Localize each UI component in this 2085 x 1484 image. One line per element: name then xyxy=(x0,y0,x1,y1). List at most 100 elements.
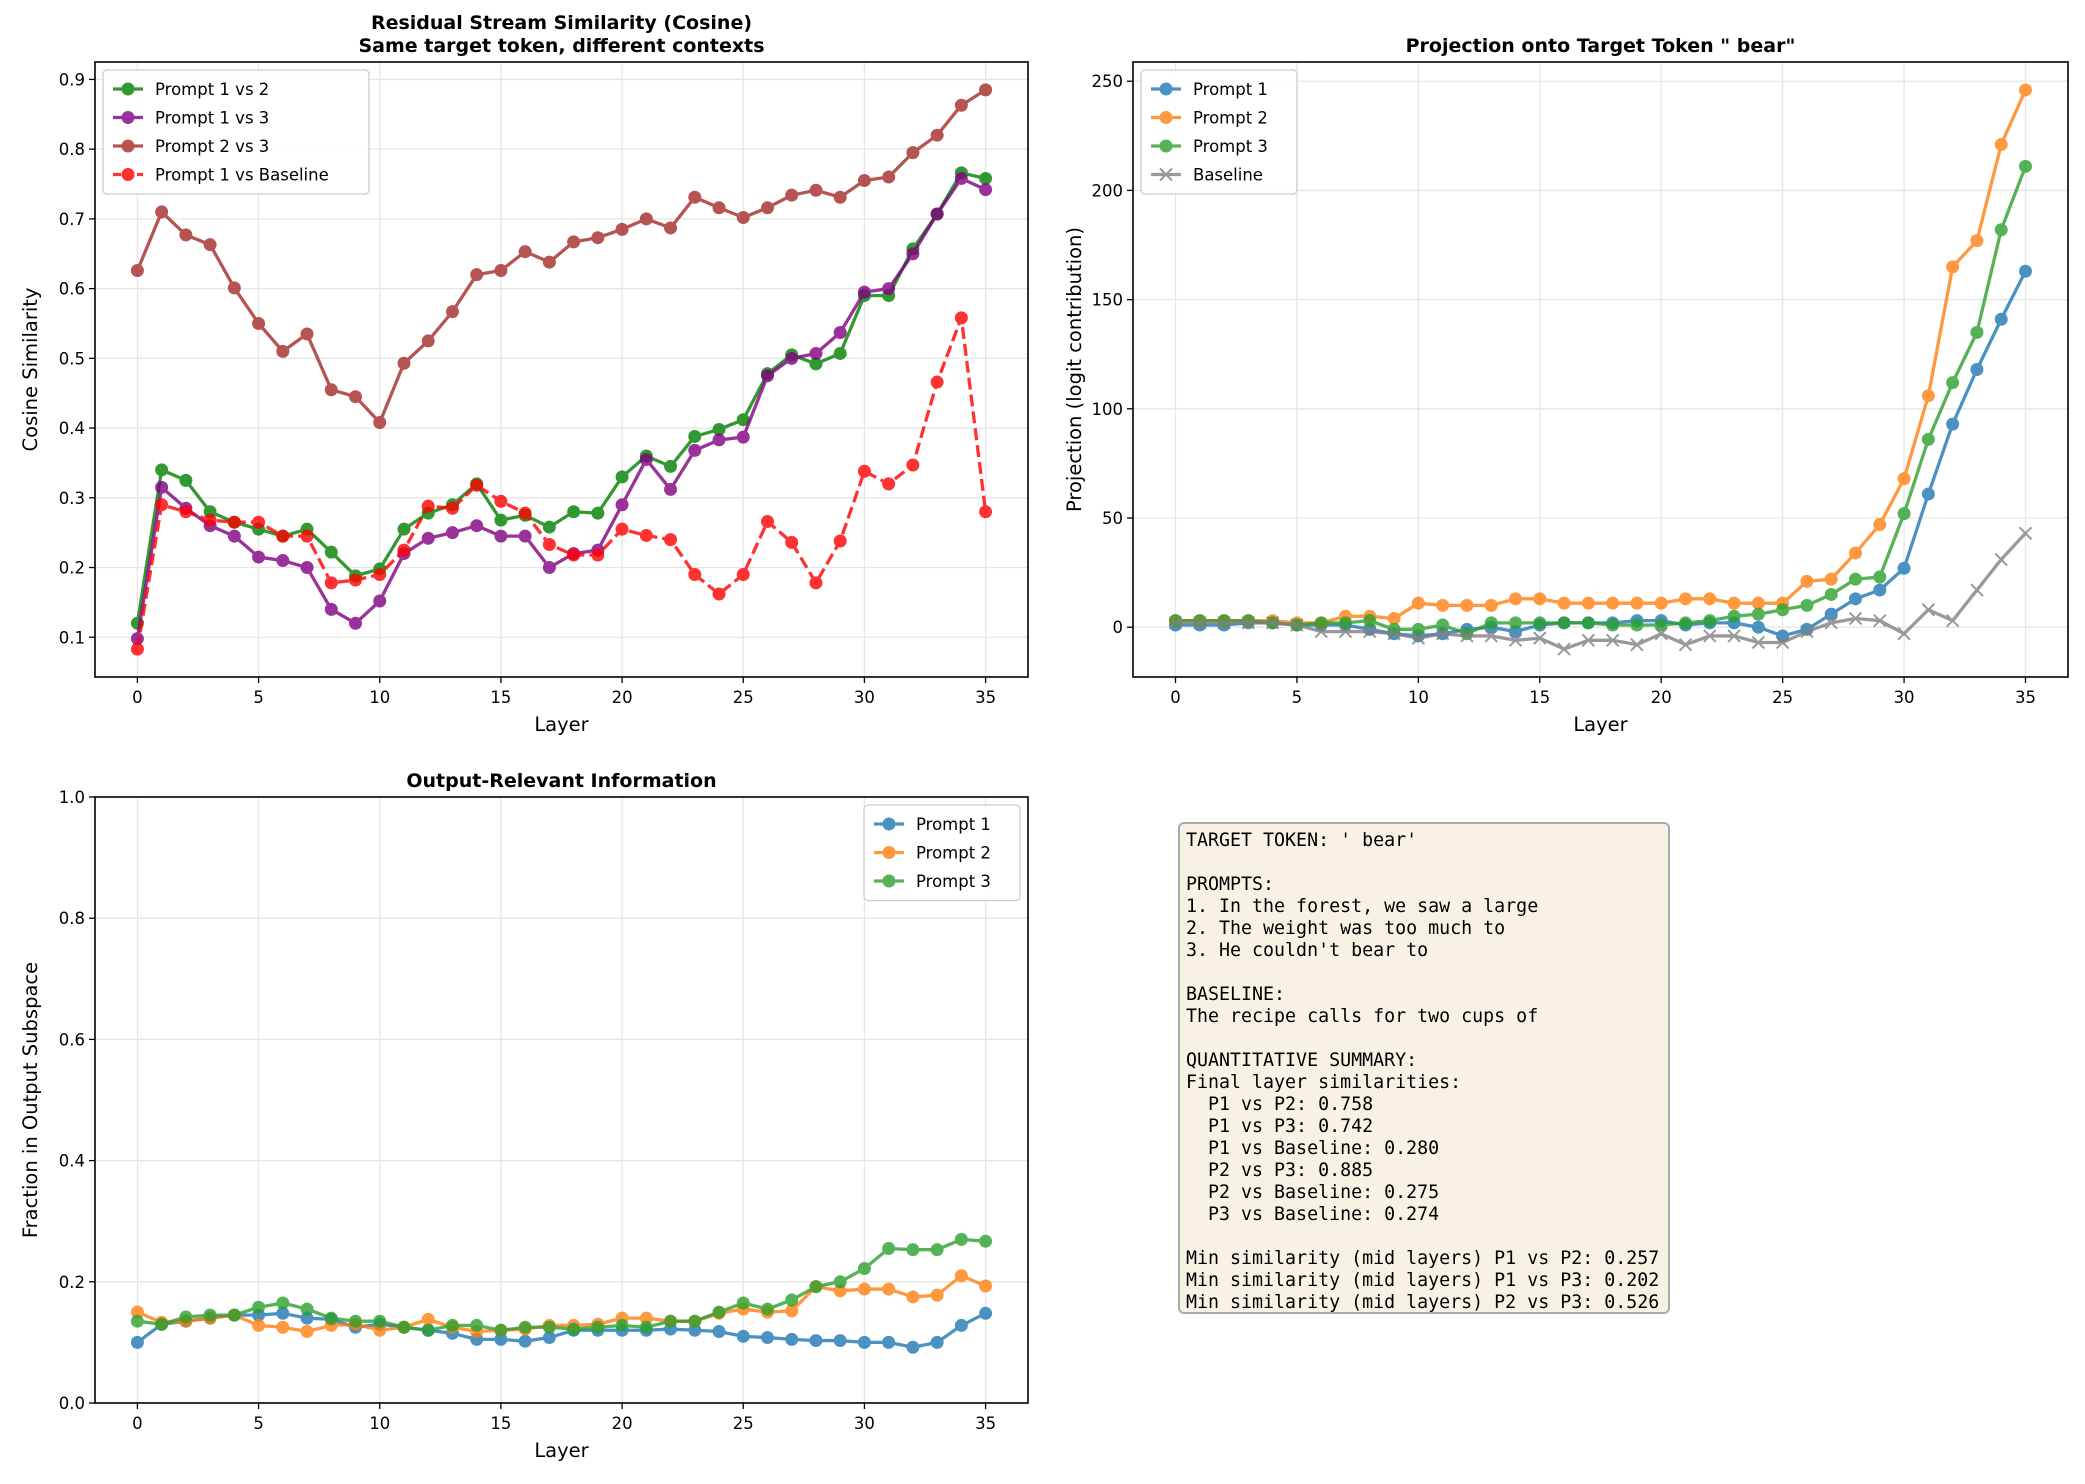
marker-x xyxy=(1387,627,1401,641)
data-point xyxy=(979,83,993,97)
data-point xyxy=(1460,598,1474,612)
data-point xyxy=(518,1320,532,1334)
data-point xyxy=(688,443,702,457)
x-tick-label: 25 xyxy=(1772,688,1793,707)
data-point xyxy=(1411,622,1425,636)
data-point xyxy=(203,238,217,252)
data-point xyxy=(1169,614,1182,628)
data-point xyxy=(300,561,314,575)
y-tick-label: 100 xyxy=(1092,400,1124,419)
data-point xyxy=(1994,312,2008,326)
marker-x xyxy=(2018,526,2033,541)
marker-x xyxy=(1848,611,1863,626)
data-point xyxy=(1363,614,1377,628)
summary-line: P3 vs Baseline: 0.274 xyxy=(1186,1204,1440,1225)
data-point xyxy=(130,1335,144,1349)
data-point xyxy=(276,554,290,568)
data-point xyxy=(833,346,847,360)
legend-swatch xyxy=(874,846,904,859)
data-point xyxy=(567,235,581,249)
data-point xyxy=(615,522,629,536)
data-point xyxy=(518,529,532,543)
data-point xyxy=(954,1318,968,1332)
data-point xyxy=(785,1293,799,1307)
data-point xyxy=(300,529,314,543)
marker-x xyxy=(1241,616,1256,630)
data-point xyxy=(567,548,581,562)
series-baseline xyxy=(1168,526,2033,656)
data-point xyxy=(130,263,144,277)
chart-title: Output-Relevant Information xyxy=(406,770,716,792)
legend-swatch xyxy=(113,111,143,124)
data-point xyxy=(1630,596,1644,610)
data-point xyxy=(2019,159,2032,173)
data-point xyxy=(1751,596,1765,610)
data-point xyxy=(130,1314,144,1328)
data-point xyxy=(349,573,363,587)
legend-label: Prompt 1 vs Baseline xyxy=(155,166,329,185)
data-point xyxy=(615,1318,629,1332)
legend-swatch xyxy=(874,874,904,888)
series-line xyxy=(1175,270,2027,638)
marker-x xyxy=(1217,616,1231,630)
data-point xyxy=(833,190,847,204)
data-point xyxy=(1946,376,1960,390)
data-point xyxy=(1751,620,1765,634)
summary-line: P2 vs P3: 0.885 xyxy=(1186,1160,1374,1181)
data-point xyxy=(421,1323,435,1337)
data-point xyxy=(954,311,968,325)
data-point xyxy=(1557,642,1571,656)
x-tick-label: 0 xyxy=(132,1414,143,1433)
legend-marker xyxy=(882,817,896,831)
data-point xyxy=(615,222,629,236)
data-point xyxy=(1897,472,1911,486)
data-point xyxy=(1727,609,1741,623)
data-point xyxy=(930,1335,944,1349)
data-point xyxy=(203,513,217,527)
data-point xyxy=(809,346,823,360)
data-point xyxy=(1508,633,1523,648)
data-point xyxy=(542,538,556,552)
data-point xyxy=(688,1323,702,1337)
series-line xyxy=(135,176,987,639)
marker-x xyxy=(1363,624,1377,639)
data-point xyxy=(930,128,944,142)
data-point xyxy=(688,429,702,443)
series-prompt-1-vs-3 xyxy=(130,171,993,646)
data-point xyxy=(591,1320,605,1334)
data-point xyxy=(1630,618,1644,632)
data-point xyxy=(833,1275,847,1289)
summary-line xyxy=(1186,1226,1668,1248)
series-prompt-2 xyxy=(1169,83,2032,630)
data-point xyxy=(252,515,266,529)
data-point xyxy=(1605,633,1620,648)
legend-marker xyxy=(121,139,135,153)
data-point xyxy=(664,482,678,496)
x-tick-label: 10 xyxy=(1408,688,1429,707)
data-point xyxy=(518,245,532,259)
data-point xyxy=(276,1296,290,1310)
series-prompt-1-vs-baseline xyxy=(130,311,993,656)
data-point xyxy=(155,463,169,477)
data-point xyxy=(1654,627,1668,641)
data-point xyxy=(639,1311,653,1325)
chart-1: 0 5 10 15 20 25 30 35 0.1 0.2 0.3 0.4 0.5 0.6 0.7 0.8 0.… xyxy=(19,12,1029,736)
data-point xyxy=(930,207,944,221)
marker-x xyxy=(1265,616,1280,630)
data-point xyxy=(857,1282,871,1296)
x-tick-label: 10 xyxy=(369,688,390,707)
data-point xyxy=(421,1312,435,1326)
legend-frame xyxy=(1140,69,1298,195)
y-tick-label: 250 xyxy=(1092,72,1124,91)
x-tick-label: 20 xyxy=(612,688,633,707)
data-point xyxy=(1873,613,1887,628)
data-point xyxy=(664,1314,678,1328)
marker-x xyxy=(1727,629,1741,643)
marker-x xyxy=(1751,635,1766,650)
legend-marker xyxy=(1159,82,1173,96)
data-point xyxy=(227,1308,241,1322)
data-point xyxy=(954,171,968,185)
legend-marker xyxy=(121,111,135,124)
data-point xyxy=(785,351,799,365)
marker-x xyxy=(1435,627,1450,641)
